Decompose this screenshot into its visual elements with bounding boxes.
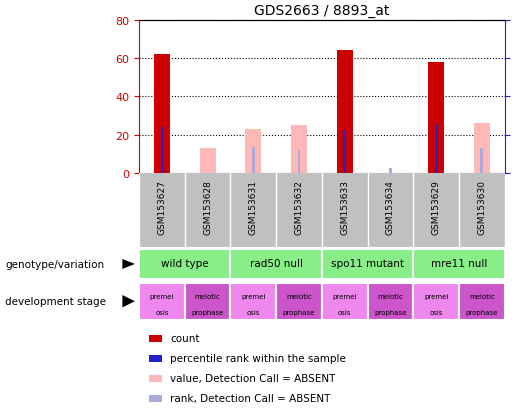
Text: GSM153631: GSM153631	[249, 179, 258, 234]
Polygon shape	[123, 259, 135, 269]
Text: GSM153632: GSM153632	[295, 179, 303, 234]
Text: premei: premei	[241, 294, 266, 299]
Text: prophase: prophase	[192, 309, 224, 315]
Text: meiotic: meiotic	[286, 294, 312, 299]
Bar	[185, 283, 231, 320]
Text: GSM153627: GSM153627	[158, 179, 166, 234]
Bar	[291, 126, 307, 173]
Text: GSM153634: GSM153634	[386, 179, 395, 234]
Bar	[139, 283, 185, 320]
Text: mre11 null: mre11 null	[431, 259, 487, 268]
Bar	[149, 395, 162, 402]
Text: premei: premei	[150, 294, 174, 299]
Bar	[154, 55, 170, 173]
Bar	[245, 130, 261, 173]
Text: premei: premei	[424, 294, 449, 299]
Bar	[344, 131, 346, 173]
Text: meiotic: meiotic	[377, 294, 403, 299]
Bar	[322, 283, 368, 320]
Text: wild type: wild type	[161, 259, 209, 268]
Title: GDS2663 / 8893_at: GDS2663 / 8893_at	[254, 4, 389, 18]
Bar	[480, 149, 483, 173]
Text: value, Detection Call = ABSENT: value, Detection Call = ABSENT	[170, 373, 335, 383]
Bar	[413, 249, 505, 279]
Text: GSM153630: GSM153630	[477, 179, 486, 234]
Bar	[149, 335, 162, 342]
Text: osis: osis	[155, 309, 168, 315]
Bar	[435, 125, 438, 173]
Bar	[200, 149, 216, 173]
Bar	[231, 283, 276, 320]
Text: spo11 mutant: spo11 mutant	[331, 259, 404, 268]
Text: osis: osis	[430, 309, 443, 315]
Bar	[413, 283, 459, 320]
Polygon shape	[123, 295, 135, 308]
Text: GSM153628: GSM153628	[203, 179, 212, 234]
Bar	[139, 249, 231, 279]
Bar	[389, 169, 392, 173]
Bar	[428, 63, 444, 173]
Bar	[459, 283, 505, 320]
Text: prophase: prophase	[283, 309, 315, 315]
Text: GSM153633: GSM153633	[340, 179, 349, 234]
Text: prophase: prophase	[466, 309, 498, 315]
Text: development stage: development stage	[5, 297, 106, 306]
Bar	[276, 283, 322, 320]
Text: rank, Detection Call = ABSENT: rank, Detection Call = ABSENT	[170, 394, 330, 404]
Bar	[161, 128, 163, 173]
Text: count: count	[170, 334, 199, 344]
Bar	[474, 124, 490, 173]
Bar	[368, 283, 413, 320]
Text: osis: osis	[338, 309, 351, 315]
Bar	[298, 150, 300, 173]
Bar	[337, 51, 353, 173]
Bar	[149, 375, 162, 382]
Text: meiotic: meiotic	[469, 294, 495, 299]
Bar	[322, 249, 413, 279]
Bar	[149, 355, 162, 362]
Text: meiotic: meiotic	[195, 294, 220, 299]
Text: prophase: prophase	[374, 309, 407, 315]
Text: rad50 null: rad50 null	[250, 259, 303, 268]
Bar	[252, 147, 255, 173]
Bar	[231, 249, 322, 279]
Text: GSM153629: GSM153629	[432, 179, 441, 234]
Text: percentile rank within the sample: percentile rank within the sample	[170, 354, 346, 363]
Text: premei: premei	[333, 294, 357, 299]
Text: osis: osis	[247, 309, 260, 315]
Text: genotype/variation: genotype/variation	[5, 259, 104, 269]
